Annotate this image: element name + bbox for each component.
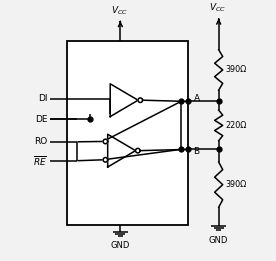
Text: 390Ω: 390Ω bbox=[225, 180, 246, 189]
Polygon shape bbox=[110, 84, 138, 117]
Text: GND: GND bbox=[111, 241, 130, 250]
Polygon shape bbox=[108, 134, 136, 167]
Text: RO: RO bbox=[34, 137, 47, 146]
Text: A: A bbox=[193, 94, 200, 103]
Text: GND: GND bbox=[209, 236, 228, 245]
Text: DI: DI bbox=[38, 94, 47, 103]
Polygon shape bbox=[138, 98, 143, 103]
Polygon shape bbox=[103, 139, 108, 144]
Text: 390Ω: 390Ω bbox=[225, 66, 246, 74]
Text: DE: DE bbox=[35, 115, 47, 124]
Polygon shape bbox=[103, 158, 108, 162]
Text: $V_{CC}$: $V_{CC}$ bbox=[209, 2, 226, 14]
Text: $V_{CC}$: $V_{CC}$ bbox=[111, 4, 128, 17]
Bar bbox=[67, 41, 189, 225]
Polygon shape bbox=[136, 148, 140, 153]
Text: 220Ω: 220Ω bbox=[225, 121, 246, 130]
Text: $\overline{RE}$: $\overline{RE}$ bbox=[33, 154, 47, 168]
Text: B: B bbox=[193, 147, 200, 156]
